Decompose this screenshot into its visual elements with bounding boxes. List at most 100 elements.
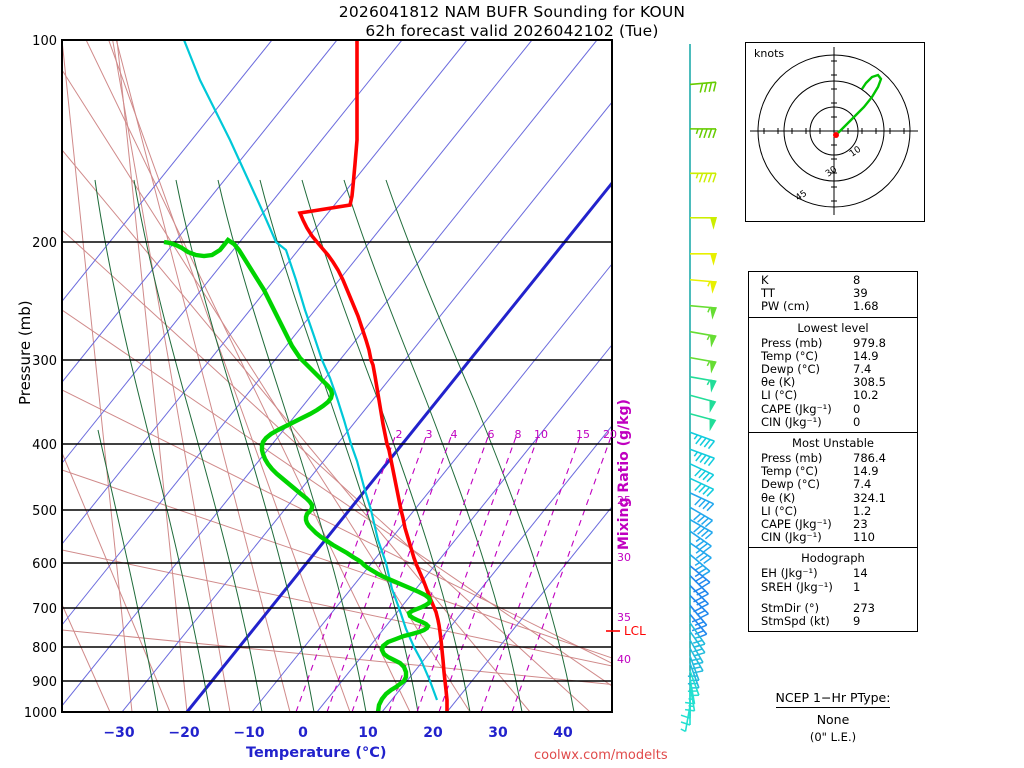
x-axis-label: Temperature (°C)	[246, 745, 387, 761]
svg-text:200: 200	[32, 236, 57, 251]
table-row: θe (K) 308.5	[749, 376, 917, 389]
param-value: 14.9	[853, 464, 879, 479]
param-value: 14	[853, 566, 868, 581]
param-key: Dewp (°C)	[761, 477, 821, 492]
table-section-hodograph: Hodograph EH (Jkg⁻¹) 14 SREH (Jkg⁻¹) 1 Stm…	[749, 548, 917, 631]
table-row: Dewp (°C) 7.4	[749, 362, 917, 377]
svg-text:LCL: LCL	[624, 624, 646, 638]
svg-text:300: 300	[32, 354, 57, 369]
svg-text:−10: −10	[233, 725, 264, 741]
param-value: 1.68	[853, 299, 879, 314]
param-value: 110	[853, 530, 875, 545]
param-value: 324.1	[853, 490, 886, 505]
param-key: CAPE (Jkg⁻¹)	[761, 517, 832, 532]
svg-text:1000: 1000	[24, 706, 57, 721]
chart-title-line2: 62h forecast valid 2026042102 (Tue)	[365, 22, 659, 40]
param-value: 786.4	[853, 451, 886, 466]
ptype-value: None	[816, 712, 850, 727]
param-key: θe (K)	[761, 375, 796, 390]
table-row: LI (°C) 10.2	[749, 389, 917, 402]
param-value: 273	[853, 600, 875, 615]
param-value: 23	[853, 517, 868, 532]
svg-text:4: 4	[451, 428, 458, 441]
svg-text:6: 6	[488, 428, 495, 441]
param-value: 1.2	[853, 503, 872, 518]
param-key: Temp (°C)	[761, 464, 819, 479]
svg-text:20: 20	[423, 725, 443, 741]
hodograph-plot: 10 30 45	[750, 47, 918, 215]
svg-text:700: 700	[32, 602, 57, 617]
table-row: CIN (Jkg⁻¹) 110	[749, 531, 917, 544]
param-value: 1	[853, 579, 861, 594]
table-row: TT 39	[749, 287, 917, 300]
svg-text:500: 500	[32, 504, 57, 519]
table-row: PW (cm) 1.68	[749, 300, 917, 313]
svg-text:10: 10	[358, 725, 378, 741]
table-row: StmDir (°) 273	[749, 600, 917, 615]
section-header: Lowest level	[797, 320, 869, 335]
section-header: Hodograph	[801, 551, 865, 566]
svg-text:600: 600	[32, 557, 57, 572]
param-value: 308.5	[853, 375, 886, 390]
param-value: 0	[853, 414, 861, 429]
param-key: Press (mb)	[761, 335, 823, 350]
param-key: SREH (Jkg⁻¹)	[761, 579, 833, 594]
param-key: TT	[761, 286, 775, 301]
svg-text:900: 900	[32, 675, 57, 690]
param-key: LI (°C)	[761, 388, 798, 403]
svg-text:25: 25	[617, 494, 631, 507]
table-row: SREH (Jkg⁻¹) 1	[749, 579, 917, 594]
credit-text: coolwx.com/modelts	[534, 748, 668, 763]
table-row: CIN (Jkg⁻¹) 0	[749, 414, 917, 429]
hodograph-origin-marker	[833, 132, 839, 138]
svg-text:0: 0	[298, 725, 308, 741]
param-value: 9	[853, 614, 861, 629]
table-row: EH (Jkg⁻¹) 14	[749, 567, 917, 580]
parcel-trace	[182, 40, 439, 701]
param-key: PW (cm)	[761, 299, 810, 314]
svg-text:100: 100	[32, 34, 57, 49]
param-value: 39	[853, 286, 868, 301]
table-row: Temp (°C) 14.9	[749, 465, 917, 478]
hodograph-ring-30: 30	[824, 165, 839, 180]
hodograph-ring-45: 45	[794, 189, 809, 204]
svg-text:15: 15	[576, 428, 590, 441]
param-key: EH (Jkg⁻¹)	[761, 566, 818, 581]
svg-text:3: 3	[426, 428, 433, 441]
ptype-title: NCEP 1−Hr PType:	[775, 690, 891, 708]
svg-text:8: 8	[515, 428, 522, 441]
param-value: 979.8	[853, 335, 886, 350]
param-value: 0	[853, 401, 861, 416]
param-key: K	[761, 273, 769, 287]
param-key: StmSpd (kt)	[761, 614, 830, 629]
param-key: LI (°C)	[761, 503, 798, 518]
svg-text:20: 20	[603, 428, 617, 441]
hodograph-trace	[837, 73, 883, 134]
svg-text:30: 30	[617, 551, 631, 564]
svg-text:40: 40	[553, 725, 573, 741]
hodograph-panel: knots 10 30 45	[745, 42, 925, 222]
param-key: CIN (Jkg⁻¹)	[761, 414, 822, 429]
section-header: Most Unstable	[792, 436, 874, 451]
svg-text:35: 35	[617, 611, 631, 624]
param-key: Dewp (°C)	[761, 362, 821, 377]
y-axis-label-text: Pressure (mb)	[16, 300, 34, 405]
dewpoint-trace	[163, 237, 433, 712]
svg-text:10: 10	[534, 428, 548, 441]
table-row: CAPE (Jkg⁻¹) 23	[749, 517, 917, 532]
table-row: Dewp (°C) 7.4	[749, 478, 917, 491]
param-value: 14.9	[853, 348, 879, 363]
param-key: CAPE (Jkg⁻¹)	[761, 401, 832, 416]
table-row: Temp (°C) 14.9	[749, 348, 917, 363]
svg-text:400: 400	[32, 438, 57, 453]
param-key: CIN (Jkg⁻¹)	[761, 530, 822, 545]
svg-text:2: 2	[396, 428, 403, 441]
param-value: 10.2	[853, 388, 879, 403]
ptype-panel: NCEP 1−Hr PType: None (0" L.E.)	[748, 687, 918, 744]
param-key: StmDir (°)	[761, 600, 820, 615]
param-value: 7.4	[853, 477, 872, 492]
temperature-trace	[297, 40, 449, 712]
